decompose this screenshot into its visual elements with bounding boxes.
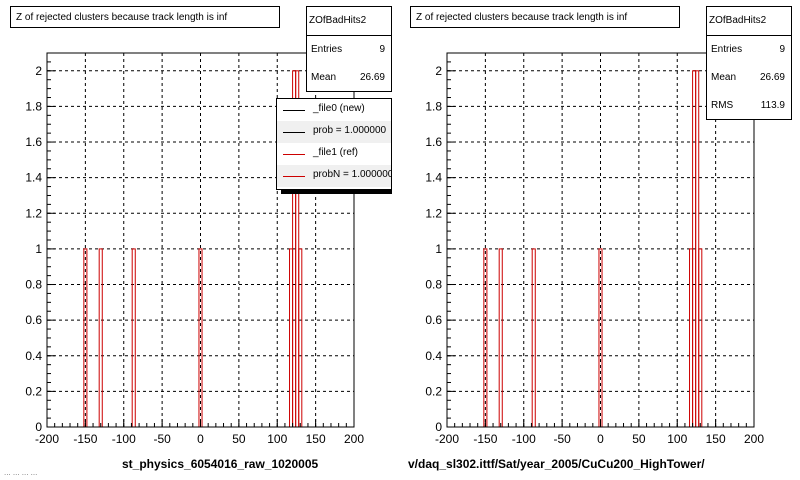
x-tick-label: -100 <box>112 432 136 446</box>
stats-row-mean: Mean 26.69 <box>307 64 391 92</box>
y-tick-label: 0.4 <box>425 349 442 363</box>
left-x-axis-title: st_physics_6054016_raw_1020005 <box>122 457 319 471</box>
x-tick-label: -200 <box>35 432 59 446</box>
left-histogram-pane: -200 -150 -100 -50 0 50 100 150 200 0 0.2 0.4 0.6 0.8… <box>4 6 392 477</box>
y-tick-label: 0.2 <box>425 384 442 398</box>
histogram-bar <box>98 248 103 428</box>
stats-value: 9 <box>379 44 385 55</box>
histogram-bar <box>498 248 503 428</box>
y-tick-label: 1.4 <box>25 171 42 185</box>
legend-label: probN = 1.000000 <box>313 169 392 180</box>
right-stats-box: ZOfBadHits2 Entries 9 Mean 26.69 RMS 113… <box>706 6 792 120</box>
x-tick-label: -150 <box>473 432 497 446</box>
x-tick-label: 200 <box>744 432 764 446</box>
y-tick-label: 1.2 <box>25 206 42 220</box>
y-tick-label: 1.2 <box>425 206 442 220</box>
stats-key: Entries <box>711 44 743 55</box>
y-tick-label: 0.8 <box>25 278 42 292</box>
legend-label: _file1 (ref) <box>313 147 359 158</box>
stats-value: 26.69 <box>359 72 385 83</box>
left-stats-box: ZOfBadHits2 Entries 9 Mean 26.69 <box>306 6 392 92</box>
y-tick-label: 0.4 <box>25 349 42 363</box>
stats-value: 113.9 <box>760 100 785 111</box>
x-tick-label: 0 <box>597 432 604 446</box>
legend-label: _file0 (new) <box>313 103 365 114</box>
histogram-bar <box>131 248 136 428</box>
legend-line-swatch <box>283 176 305 177</box>
histogram-bar <box>698 248 703 428</box>
x-tick-label: 200 <box>344 432 364 446</box>
y-tick-label: 0 <box>435 420 442 434</box>
stats-row-entries: Entries 9 <box>707 36 791 64</box>
footer-stamp: ... ... ... ... <box>4 468 38 477</box>
y-tick-label: 2 <box>435 64 442 78</box>
right-histogram-pane: -200 -150 -100 -50 0 50 100 150 200 0 0.2 0.4 0.6 0.8… <box>400 0 800 480</box>
histogram-bar <box>531 248 536 428</box>
x-tick-label: -150 <box>73 432 97 446</box>
left-legend: _file0 (new) prob = 1.000000 _file1 (ref… <box>276 98 392 190</box>
stats-key: Mean <box>711 72 737 83</box>
stats-key: Entries <box>311 44 343 55</box>
x-tick-label: 100 <box>267 432 287 446</box>
stats-key: RMS <box>711 100 734 111</box>
legend-entry: prob = 1.000000 <box>277 121 391 143</box>
stats-row-entries: Entries 9 <box>307 36 391 64</box>
y-tick-label: 1.4 <box>425 171 442 185</box>
x-tick-label: -100 <box>512 432 536 446</box>
histogram-bar <box>298 248 303 428</box>
x-tick-label: 100 <box>667 432 687 446</box>
y-tick-label: 2 <box>35 64 42 78</box>
stats-name: ZOfBadHits2 <box>707 7 791 36</box>
stats-row-rms: RMS 113.9 <box>707 92 791 120</box>
y-tick-label: 1.6 <box>425 135 442 149</box>
y-tick-label: 0.6 <box>425 313 442 327</box>
x-tick-label: -50 <box>553 432 571 446</box>
y-tick-label: 1.8 <box>425 99 442 113</box>
y-tick-label: 1 <box>35 242 42 256</box>
legend-line-swatch <box>283 132 305 133</box>
legend-entry: _file0 (new) <box>277 99 391 121</box>
y-tick-label: 1.6 <box>25 135 42 149</box>
stats-value: 9 <box>779 44 785 55</box>
right-histogram-plot: -200 -150 -100 -50 0 50 100 150 200 0 0.2 0.4 0.6 0.8… <box>425 52 764 446</box>
y-tick-label: 0.6 <box>25 313 42 327</box>
x-tick-label: 0 <box>197 432 204 446</box>
legend-line-swatch <box>283 110 305 111</box>
legend-label: prob = 1.000000 <box>313 125 387 136</box>
x-tick-label: -200 <box>435 432 459 446</box>
legend-entry: probN = 1.000000 <box>277 165 391 187</box>
stats-name: ZOfBadHits2 <box>307 7 391 36</box>
stats-row-mean: Mean 26.69 <box>707 64 791 92</box>
x-tick-label: -50 <box>153 432 171 446</box>
stats-key: Mean <box>311 72 337 83</box>
y-tick-label: 0.2 <box>25 384 42 398</box>
left-chart-title: Z of rejected clusters because track len… <box>10 6 280 28</box>
x-tick-label: 150 <box>306 432 326 446</box>
legend-line-swatch <box>283 154 305 155</box>
legend-entry: _file1 (ref) <box>277 143 391 165</box>
x-tick-label: 50 <box>632 432 646 446</box>
y-tick-label: 1 <box>435 242 442 256</box>
right-chart-title: Z of rejected clusters because track len… <box>410 6 680 28</box>
x-tick-label: 150 <box>706 432 726 446</box>
y-tick-label: 0.8 <box>425 278 442 292</box>
y-tick-label: 0 <box>35 420 42 434</box>
legend-shadow <box>281 190 392 194</box>
left-histogram-plot: -200 -150 -100 -50 0 50 100 150 200 0 0.2 0.4 0.6 0.8… <box>25 52 364 446</box>
stats-value: 26.69 <box>759 72 785 83</box>
x-tick-label: 50 <box>232 432 246 446</box>
y-tick-label: 1.8 <box>25 99 42 113</box>
right-x-axis-title: v/daq_sl302.ittf/Sat/year_2005/CuCu200_H… <box>408 457 705 471</box>
